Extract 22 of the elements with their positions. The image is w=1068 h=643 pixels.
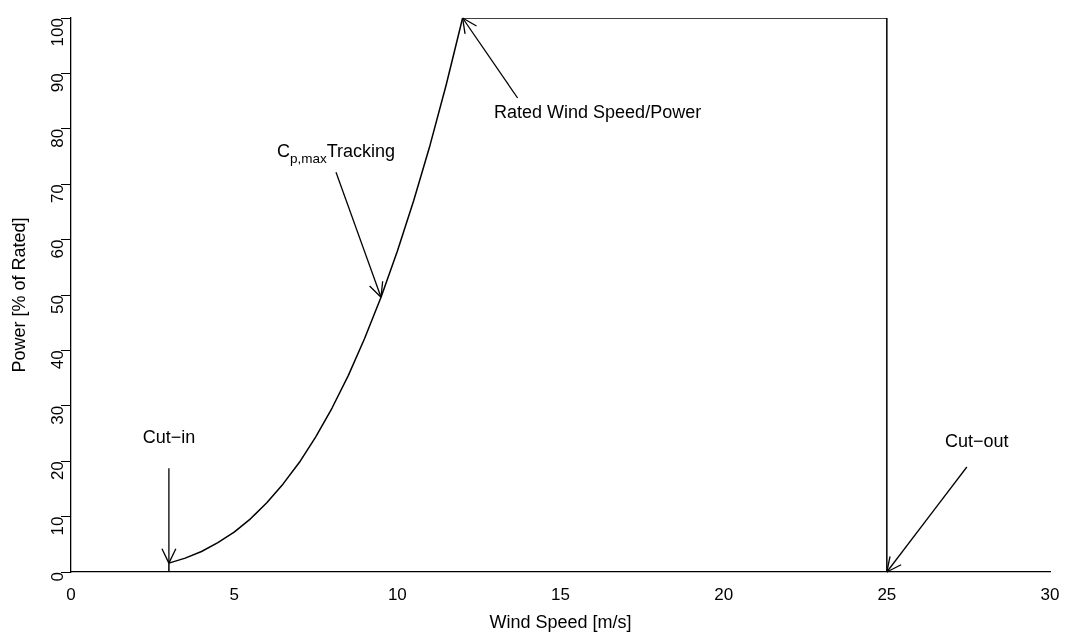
x-tick-label: 10 xyxy=(387,584,407,604)
y-tick-label: 50 xyxy=(47,295,67,314)
y-axis-title: Power [% of Rated] xyxy=(8,217,29,373)
y-tick-label: 80 xyxy=(47,128,67,148)
y-tick-label: 100 xyxy=(47,18,67,47)
y-tick-label: 0 xyxy=(47,572,67,582)
annotation: Cut−out xyxy=(945,431,1009,451)
annotation: Rated Wind Speed/Power xyxy=(494,102,702,122)
x-tick-label: 5 xyxy=(229,584,239,604)
x-tick-label: 30 xyxy=(1040,584,1060,604)
y-tick-label: 60 xyxy=(47,239,67,259)
y-tick-label: 90 xyxy=(47,73,67,93)
y-tick-label: 70 xyxy=(47,184,67,204)
x-tick-label: 15 xyxy=(551,584,570,604)
x-axis-title: Wind Speed [m/s] xyxy=(489,612,632,633)
y-tick-label: 10 xyxy=(47,516,67,536)
annotation: Cut−in xyxy=(142,427,196,448)
y-tick-label: 40 xyxy=(47,350,67,370)
y-tick-label: 30 xyxy=(47,405,67,425)
x-tick-label: 25 xyxy=(877,584,897,604)
y-tick-label: 20 xyxy=(47,461,67,481)
x-tick-label: 20 xyxy=(714,584,734,604)
